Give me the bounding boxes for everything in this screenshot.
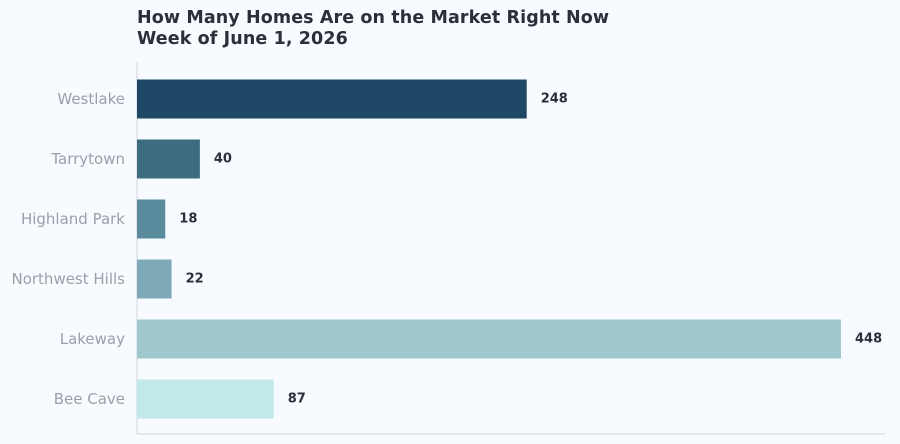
y-tick-label: Bee Cave [54, 390, 125, 408]
y-tick-label: Highland Park [21, 210, 125, 228]
bar-westlake [137, 79, 527, 119]
bar-lakeway [137, 319, 841, 359]
chart-subtitle: Week of June 1, 2026 [137, 29, 348, 49]
value-label: 87 [288, 392, 306, 407]
bar-bee-cave [137, 379, 274, 419]
y-tick-label: Westlake [57, 90, 125, 108]
y-tick-label: Tarrytown [50, 150, 125, 168]
y-tick-label: Lakeway [60, 330, 125, 348]
bar-highland-park [137, 199, 166, 239]
chart-title-block: How Many Homes Are on the Market Right N… [137, 8, 609, 50]
chart-title: How Many Homes Are on the Market Right N… [137, 8, 610, 28]
bar-northwest-hills [137, 259, 172, 299]
value-label: 248 [541, 92, 568, 107]
value-label: 22 [186, 272, 204, 287]
y-tick-label: Northwest Hills [11, 270, 125, 288]
value-label: 448 [855, 332, 882, 347]
bar-tarrytown [137, 139, 200, 179]
value-label: 40 [214, 152, 232, 167]
value-label: 18 [179, 212, 197, 227]
